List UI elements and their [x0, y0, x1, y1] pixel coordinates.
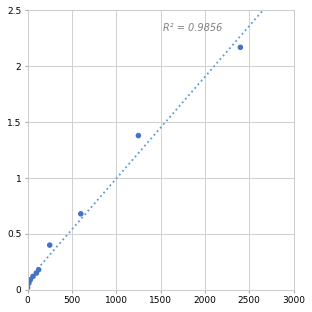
Point [31, 274, 36, 279]
Point [25, 285, 30, 290]
Point [27, 280, 32, 285]
Text: R² = 0.9856: R² = 0.9856 [163, 22, 222, 32]
Point [36, 267, 41, 272]
Point [78, 211, 83, 216]
Point [238, 45, 243, 50]
Point [47, 243, 52, 248]
Point [34, 271, 39, 275]
Point [136, 133, 141, 138]
Point [28, 277, 33, 282]
